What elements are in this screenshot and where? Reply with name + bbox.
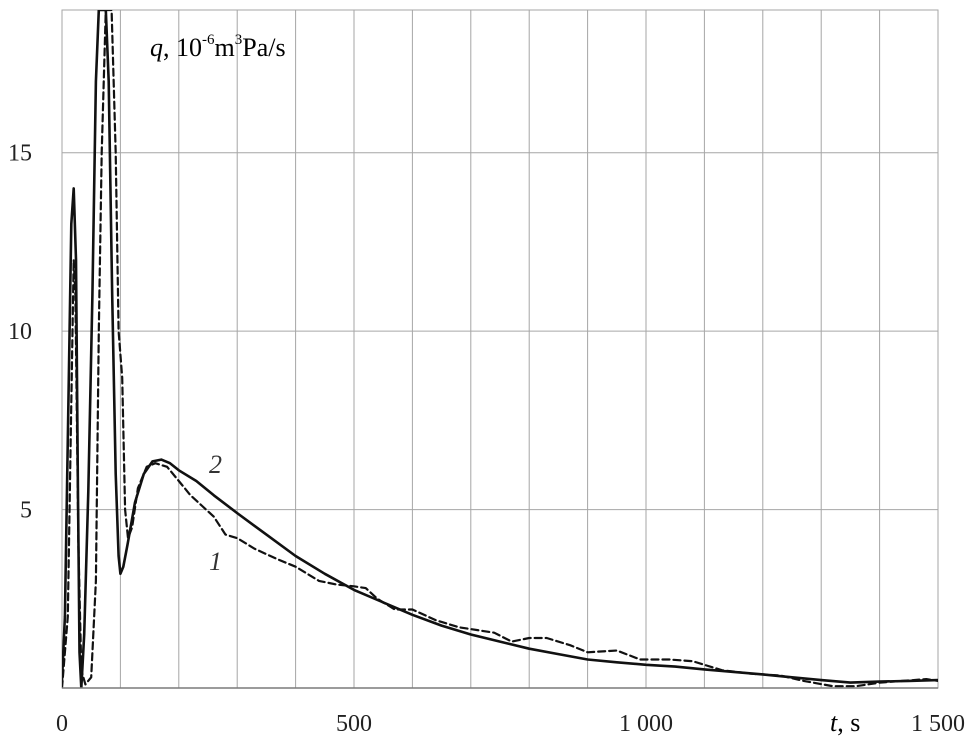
series-line-2 (62, 10, 938, 688)
y-tick-label: 5 (20, 498, 32, 524)
plot-frame (61, 9, 939, 689)
x-tick-label: 0 (56, 711, 68, 737)
y-tick-label: 15 (8, 141, 32, 167)
chart-series (62, 10, 938, 688)
x-tick-label: 500 (336, 711, 372, 737)
y-tick-label: 10 (8, 319, 32, 345)
series-label-2: 2 (209, 450, 222, 479)
x-tick-label: 1 000 (619, 711, 673, 737)
x-tick-label: 1 500 (911, 711, 965, 737)
x-axis-label: t, s (830, 708, 860, 737)
chart-tick-labels: 0 500 1 000 1 500 5 10 15 (8, 141, 965, 737)
series-label-1: 1 (209, 547, 222, 576)
chart-grid (61, 9, 939, 689)
series-line-1 (62, 10, 938, 688)
y-axis-label: q, 10-6m3Pa/s (150, 32, 286, 62)
